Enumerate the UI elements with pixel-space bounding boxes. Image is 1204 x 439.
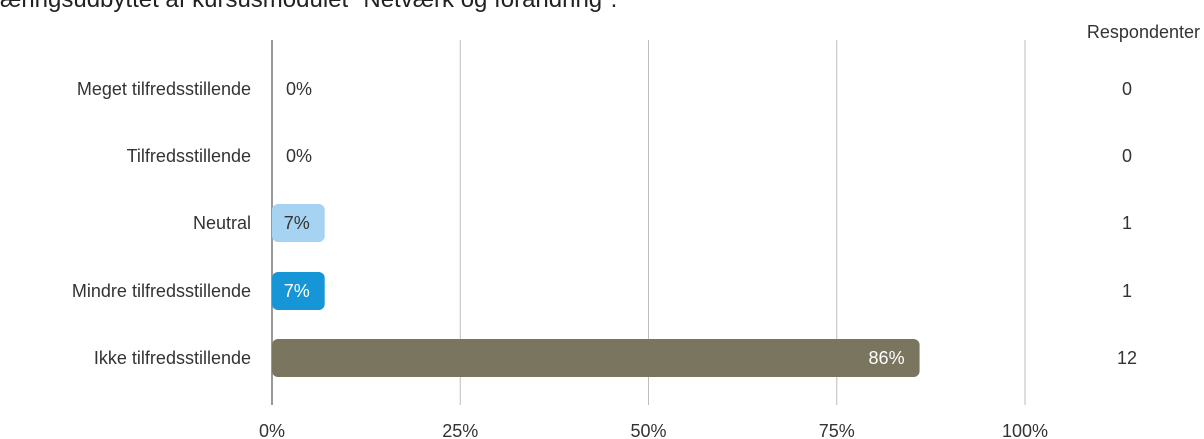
respondent-count: 1	[1122, 281, 1132, 301]
bar-value-label: 0%	[286, 79, 312, 99]
respondent-count: 0	[1122, 79, 1132, 99]
bar-value-label: 86%	[869, 348, 905, 368]
chart-title: æringsudbyttet af kursusmodulet "Netværk…	[0, 0, 617, 14]
bar-value-label: 7%	[284, 281, 310, 301]
bar	[272, 339, 920, 377]
category-label: Meget tilfredsstillende	[77, 79, 251, 99]
category-label: Ikke tilfredsstillende	[94, 348, 251, 368]
category-label: Neutral	[193, 213, 251, 233]
x-tick-label: 25%	[442, 421, 478, 439]
category-label: Mindre tilfredsstillende	[72, 281, 251, 301]
bar-value-label: 0%	[286, 146, 312, 166]
respondent-count: 12	[1117, 348, 1137, 368]
respondents-header: Respondenter	[1086, 22, 1200, 42]
x-tick-label: 0%	[259, 421, 285, 439]
x-tick-label: 50%	[630, 421, 666, 439]
bar-value-label: 7%	[284, 213, 310, 233]
bar	[272, 272, 325, 310]
respondent-count: 1	[1122, 213, 1132, 233]
x-tick-label: 75%	[819, 421, 855, 439]
respondent-count: 0	[1122, 146, 1132, 166]
x-tick-label: 100%	[1002, 421, 1048, 439]
category-label: Tilfredsstillende	[127, 146, 251, 166]
bar	[272, 204, 325, 242]
